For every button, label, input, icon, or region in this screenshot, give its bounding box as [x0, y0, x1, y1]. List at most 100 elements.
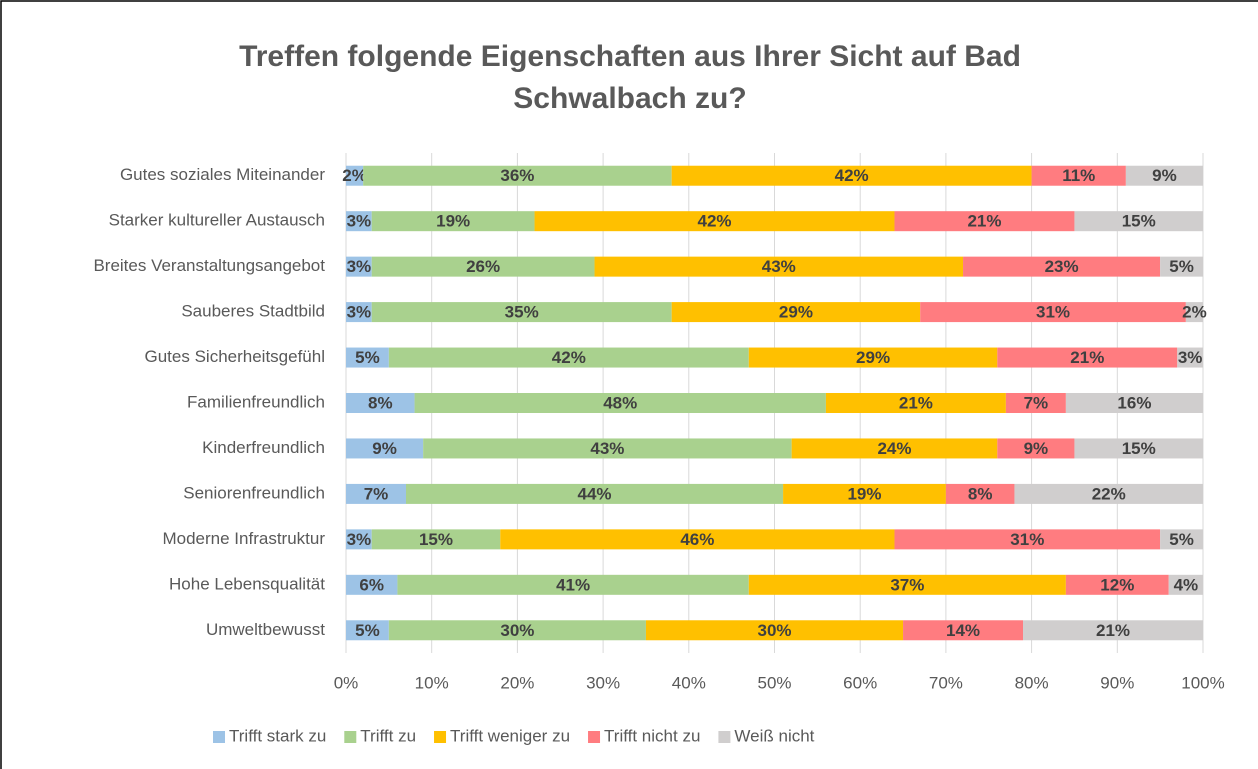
bar-segment	[500, 529, 895, 550]
data-label: 36%	[500, 166, 534, 185]
bar-segment	[371, 256, 595, 277]
bar-segment	[963, 256, 1161, 277]
y-tick-label: Umweltbewusst	[206, 620, 325, 639]
bar-segment	[1023, 620, 1203, 641]
bar-segment	[1168, 574, 1203, 595]
bar-segment	[1031, 165, 1126, 186]
bar-segment	[1014, 483, 1203, 504]
data-label: 44%	[578, 484, 612, 503]
bar-segment	[748, 574, 1066, 595]
bar-segment	[783, 483, 946, 504]
data-label: 21%	[967, 212, 1001, 231]
data-label: 7%	[364, 484, 389, 503]
data-label: 19%	[847, 484, 881, 503]
bar-segment	[1005, 393, 1066, 413]
data-label: 9%	[1152, 166, 1177, 185]
bar-segment	[414, 393, 826, 413]
y-tick-label: Kinderfreundlich	[202, 438, 325, 457]
legend-swatch	[213, 731, 225, 743]
x-tick-label: 60%	[843, 673, 877, 692]
bar-segment	[423, 438, 792, 459]
bar-segment	[825, 393, 1006, 413]
data-label: 26%	[466, 257, 500, 276]
data-label: 22%	[1092, 484, 1126, 503]
bar-segment	[1177, 347, 1203, 368]
bar-segment	[920, 302, 1186, 323]
x-tick-label: 90%	[1100, 673, 1134, 692]
legend-swatch	[434, 731, 447, 743]
legend-label: Trifft stark zu	[229, 726, 326, 745]
data-label: 3%	[347, 212, 372, 231]
data-label: 30%	[500, 621, 534, 640]
x-tick-label: 20%	[500, 673, 534, 692]
bar-segment	[346, 620, 389, 641]
bar-segment	[903, 620, 1024, 641]
bar-segment	[346, 438, 424, 459]
bar-segment	[894, 529, 1161, 550]
legend-label: Trifft nicht zu	[604, 726, 700, 745]
bar-segment	[671, 165, 1032, 186]
data-label: 7%	[1024, 393, 1049, 412]
bar-segment	[1065, 574, 1169, 595]
x-tick-label: 70%	[929, 673, 963, 692]
data-label: 42%	[552, 348, 586, 367]
data-label: 5%	[1169, 530, 1194, 549]
bar-segment	[1065, 393, 1203, 413]
bar-segment	[388, 620, 646, 641]
bar-segment	[346, 483, 406, 504]
data-label: 37%	[890, 575, 924, 594]
data-label: 46%	[680, 530, 714, 549]
data-label: 2%	[1182, 303, 1207, 322]
x-tick-label: 0%	[334, 673, 359, 692]
legend-swatch	[718, 731, 731, 743]
bar-segment	[1074, 438, 1203, 459]
bar-segment	[346, 211, 372, 232]
data-label: 48%	[603, 393, 637, 412]
x-tick-label: 50%	[757, 673, 791, 692]
data-label: 21%	[1096, 621, 1130, 640]
data-label: 9%	[372, 439, 397, 458]
data-label: 11%	[1062, 166, 1095, 185]
data-label: 5%	[355, 621, 380, 640]
data-label: 2%	[342, 166, 367, 185]
data-label: 8%	[368, 393, 393, 412]
legend-swatch	[344, 731, 357, 743]
data-label: 15%	[1122, 439, 1156, 458]
data-label: 3%	[347, 257, 372, 276]
legend-swatch	[588, 731, 601, 743]
data-label: 31%	[1036, 303, 1070, 322]
bar-segment	[363, 165, 672, 186]
bar-segment	[371, 211, 535, 232]
legend-label: Weiß nicht	[734, 726, 814, 745]
data-label: 35%	[505, 303, 539, 322]
y-tick-label: Gutes Sicherheitsgefühl	[145, 347, 326, 366]
data-label: 31%	[1010, 530, 1044, 549]
bar-segment	[645, 620, 904, 641]
data-label: 8%	[968, 484, 993, 503]
bar-segment	[748, 347, 998, 368]
legend-label: Trifft weniger zu	[450, 726, 570, 745]
bar-segment	[346, 529, 372, 550]
y-tick-label: Breites Veranstaltungsangebot	[93, 256, 325, 275]
y-tick-label: Gutes soziales Miteinander	[120, 165, 325, 184]
y-tick-label: Starker kultureller Austausch	[109, 211, 325, 230]
data-label: 43%	[590, 439, 624, 458]
bar-segment	[1160, 529, 1203, 550]
data-label: 30%	[757, 621, 791, 640]
y-tick-label: Sauberes Stadtbild	[181, 302, 325, 321]
bar-segment	[388, 347, 749, 368]
bar-segment	[1125, 165, 1203, 186]
data-label: 3%	[347, 530, 372, 549]
bar-segment	[594, 256, 964, 277]
x-tick-label: 80%	[1015, 673, 1049, 692]
data-label: 19%	[436, 212, 470, 231]
bar-segment	[346, 574, 398, 595]
data-label: 3%	[1178, 348, 1203, 367]
data-label: 6%	[359, 575, 384, 594]
y-tick-label: Familienfreundlich	[187, 392, 325, 411]
bar-segment	[397, 574, 749, 595]
data-label: 21%	[899, 393, 933, 412]
data-label: 21%	[1070, 348, 1104, 367]
